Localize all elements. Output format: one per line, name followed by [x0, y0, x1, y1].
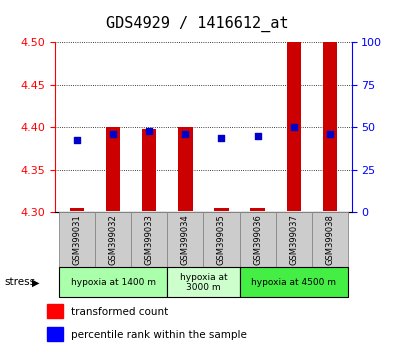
- Bar: [239, 212, 276, 267]
- Bar: [131, 212, 167, 267]
- Point: [182, 131, 188, 137]
- Bar: [47, 304, 62, 319]
- Text: stress: stress: [4, 277, 35, 287]
- Point: [146, 128, 152, 134]
- Bar: [59, 212, 95, 267]
- Bar: [214, 208, 229, 211]
- Point: [74, 137, 80, 143]
- Bar: [167, 267, 239, 297]
- Bar: [70, 208, 84, 211]
- Point: [254, 133, 261, 139]
- Text: hypoxia at 1400 m: hypoxia at 1400 m: [71, 278, 156, 287]
- Bar: [142, 129, 156, 211]
- Text: GSM399038: GSM399038: [325, 215, 335, 265]
- Text: GSM399031: GSM399031: [72, 215, 81, 265]
- Text: GSM399034: GSM399034: [181, 215, 190, 265]
- Text: GDS4929 / 1416612_at: GDS4929 / 1416612_at: [106, 16, 289, 32]
- Text: transformed count: transformed count: [71, 307, 168, 317]
- Text: GSM399035: GSM399035: [217, 215, 226, 265]
- Bar: [167, 212, 203, 267]
- Bar: [47, 327, 62, 342]
- Bar: [250, 208, 265, 211]
- Bar: [59, 267, 167, 297]
- Text: GSM399036: GSM399036: [253, 215, 262, 265]
- Text: hypoxia at 4500 m: hypoxia at 4500 m: [251, 278, 336, 287]
- Bar: [312, 212, 348, 267]
- Point: [291, 125, 297, 130]
- Text: hypoxia at
3000 m: hypoxia at 3000 m: [180, 273, 227, 292]
- Bar: [239, 267, 348, 297]
- Text: ▶: ▶: [32, 277, 40, 287]
- Text: GSM399033: GSM399033: [145, 215, 154, 265]
- Bar: [178, 127, 193, 211]
- Bar: [106, 127, 120, 211]
- Point: [327, 131, 333, 137]
- Bar: [286, 42, 301, 211]
- Text: percentile rank within the sample: percentile rank within the sample: [71, 330, 247, 340]
- Point: [218, 136, 225, 141]
- Text: GSM399037: GSM399037: [289, 215, 298, 265]
- Bar: [95, 212, 131, 267]
- Text: GSM399032: GSM399032: [109, 215, 118, 265]
- Bar: [323, 42, 337, 211]
- Bar: [276, 212, 312, 267]
- Point: [110, 131, 116, 137]
- Bar: [203, 212, 239, 267]
